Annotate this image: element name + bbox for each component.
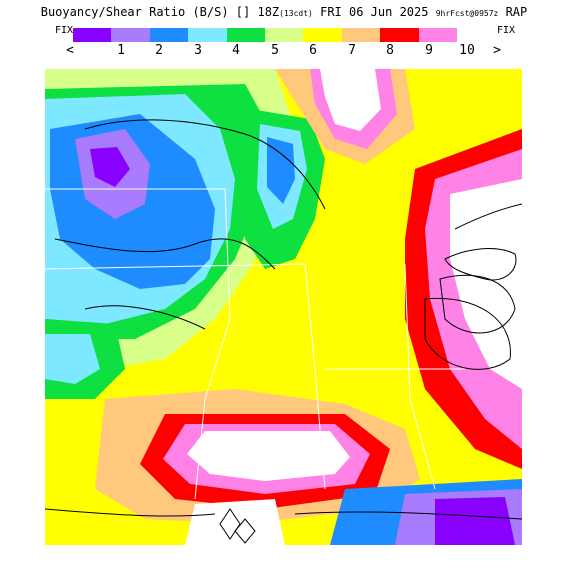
field-region-white-sw — [185, 499, 285, 545]
legend-tick-label: 4 — [232, 43, 240, 58]
legend-fix-right: FIX — [497, 25, 516, 36]
field-region-white-north — [320, 69, 381, 131]
legend-swatch-4 — [226, 28, 266, 42]
title-local-time: (13cdt) — [279, 9, 313, 18]
legend-swatch-0 — [73, 28, 112, 42]
color-legend-bar — [73, 28, 458, 42]
legend-swatch-6 — [303, 28, 342, 42]
field-region-violet-nw — [90, 147, 130, 187]
contour-lines — [45, 119, 522, 544]
legend-tick-label: 6 — [309, 43, 317, 58]
legend-swatch-9 — [418, 28, 458, 42]
chart-title: Buoyancy/Shear Ratio (B/S) [] 18Z(13cdt)… — [0, 5, 568, 19]
title-date: FRI 06 Jun 2025 — [320, 5, 429, 19]
legend-tick-label: 5 — [271, 43, 279, 58]
legend-tick-label: 10 — [459, 43, 475, 58]
title-run: 9hrFcst@0957z — [435, 9, 499, 18]
field-region-violet-se — [435, 497, 515, 545]
legend-greater-symbol: > — [493, 43, 501, 58]
map-svg — [45, 69, 522, 545]
legend-ticks: < 1 2 3 4 5 6 7 8 9 10 > — [0, 43, 568, 59]
legend-tick-label: 8 — [386, 43, 394, 58]
title-model: RAP — [505, 5, 528, 19]
state-boundaries — [45, 188, 465, 500]
legend-tick-label: 2 — [155, 43, 163, 58]
legend-swatch-7 — [341, 28, 381, 42]
legend-swatch-8 — [380, 28, 419, 42]
legend-tick-label: 3 — [194, 43, 202, 58]
title-main: Buoyancy/Shear Ratio (B/S) [] 18Z — [40, 5, 280, 19]
field-region-white-gulf — [187, 431, 350, 481]
legend-tick-label: 9 — [425, 43, 433, 58]
legend-less-symbol: < — [66, 43, 74, 58]
legend-swatch-5 — [265, 28, 304, 42]
legend-swatch-1 — [111, 28, 150, 42]
field-region-cyan-west — [45, 334, 100, 384]
legend-swatch-3 — [188, 28, 227, 42]
legend-swatch-2 — [149, 28, 189, 42]
legend-tick-label: 7 — [348, 43, 356, 58]
map-panel — [45, 69, 522, 545]
legend-tick-label: 1 — [117, 43, 125, 58]
field-region-white-east — [450, 179, 522, 389]
field-region-blue-central — [267, 137, 295, 204]
legend-fix-left: FIX — [55, 25, 74, 36]
